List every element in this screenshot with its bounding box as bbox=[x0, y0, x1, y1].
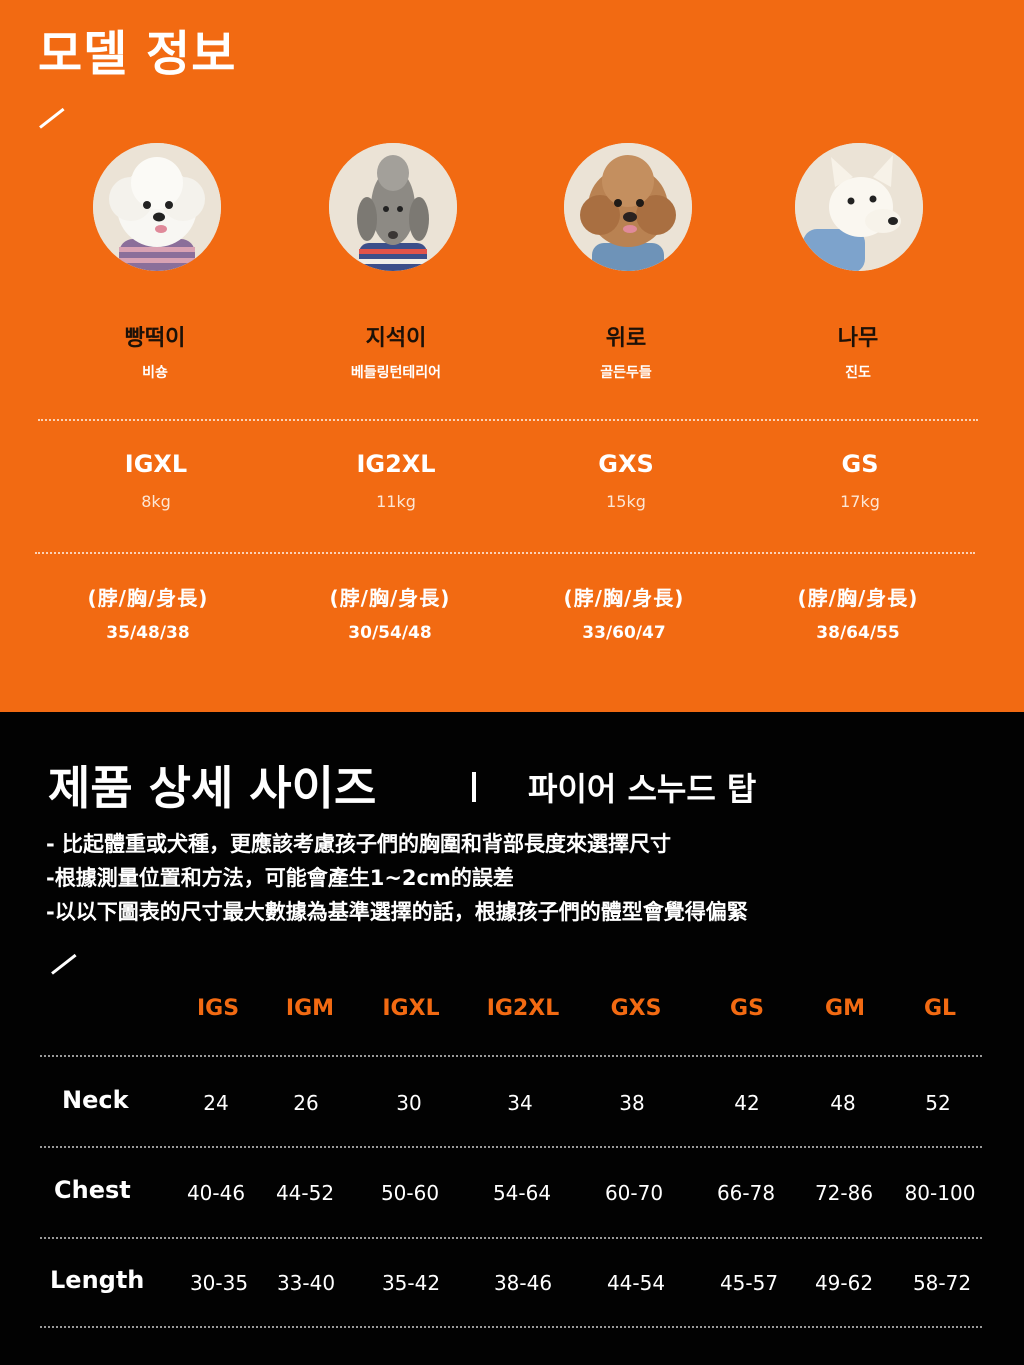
column-header-igxl: IGXL bbox=[382, 996, 440, 1021]
row-label-chest: Chest bbox=[54, 1176, 131, 1204]
measure-label: (脖/胸/身長) bbox=[87, 586, 209, 610]
column-header-gxs: GXS bbox=[610, 996, 662, 1021]
column-header-igs: IGS bbox=[196, 996, 240, 1021]
table-cell: 54-64 bbox=[492, 1181, 552, 1205]
measure-value: 35/48/38 bbox=[106, 623, 190, 643]
table-cell: 34 bbox=[507, 1091, 533, 1115]
model-measure-2: (脖/胸/身長) 30/54/48 bbox=[280, 582, 500, 643]
row-label-length: Length bbox=[50, 1266, 145, 1294]
title-separator bbox=[472, 772, 476, 802]
column-header-igm: IGM bbox=[285, 996, 335, 1021]
measure-label: (脖/胸/身長) bbox=[797, 586, 919, 610]
table-cell: 26 bbox=[293, 1091, 319, 1115]
bedlington-photo-icon bbox=[329, 143, 457, 271]
model-card-3: 위로 골든두들 bbox=[516, 320, 736, 382]
table-cell: 42 bbox=[734, 1091, 760, 1115]
goldendoodle-photo-icon bbox=[564, 143, 692, 271]
model-size: GXS bbox=[598, 450, 654, 478]
column-header-gm: GM bbox=[825, 996, 865, 1021]
table-cell: 30-35 bbox=[189, 1271, 249, 1295]
table-divider bbox=[40, 1326, 982, 1328]
column-header-gs: GS bbox=[730, 996, 764, 1021]
table-cell: 24 bbox=[203, 1091, 229, 1115]
model-measure-4: (脖/胸/身長) 38/64/55 bbox=[748, 582, 968, 643]
bichon-photo-icon bbox=[93, 143, 221, 271]
model-measure-1: (脖/胸/身長) 35/48/38 bbox=[38, 582, 258, 643]
size-note-3: -以以下圖表的尺寸最大數據為基準選擇的話，根據孩子們的體型會覺得偏緊 bbox=[46, 900, 748, 924]
table-cell: 38-46 bbox=[493, 1271, 553, 1295]
model-measure-3: (脖/胸/身長) 33/60/47 bbox=[514, 582, 734, 643]
row-label-neck: Neck bbox=[62, 1086, 129, 1114]
table-cell: 44-52 bbox=[275, 1181, 335, 1205]
measure-label: (脖/胸/身長) bbox=[329, 586, 451, 610]
table-cell: 30 bbox=[396, 1091, 422, 1115]
table-divider bbox=[40, 1146, 982, 1148]
model-breed: 베들링턴테리어 bbox=[350, 365, 442, 381]
column-header-ig2xl: IG2XL bbox=[486, 996, 560, 1021]
size-note-1: - 比起體重或犬種，更應該考慮孩子們的胸圍和背部長度來選擇尺寸 bbox=[46, 832, 672, 856]
size-detail-title: 제품 상세 사이즈 bbox=[48, 761, 377, 815]
model-card-2: 지석이 베들링턴테리어 bbox=[286, 320, 506, 382]
model-weight: 17kg bbox=[840, 492, 880, 511]
model-card-1: 빵떡이 비숑 bbox=[45, 320, 265, 382]
table-divider bbox=[40, 1237, 982, 1239]
model-name: 나무 bbox=[837, 326, 879, 351]
model-size-2: IG2XL 11kg bbox=[286, 450, 506, 511]
table-cell: 52 bbox=[925, 1091, 951, 1115]
model-size-4: GS 17kg bbox=[750, 450, 970, 511]
model-weight: 11kg bbox=[376, 492, 416, 511]
table-cell: 48 bbox=[830, 1091, 856, 1115]
table-cell: 40-46 bbox=[186, 1181, 246, 1205]
table-cell: 60-70 bbox=[604, 1181, 664, 1205]
model-weight: 8kg bbox=[141, 492, 171, 511]
divider bbox=[35, 552, 975, 554]
model-info-section bbox=[0, 0, 1024, 712]
size-detail-section bbox=[0, 712, 1024, 1365]
jindo-photo-icon bbox=[795, 143, 923, 271]
model-size: GS bbox=[841, 450, 879, 478]
table-cell: 50-60 bbox=[380, 1181, 440, 1205]
size-note-2: -根據測量位置和方法，可能會產生1~2cm的誤差 bbox=[46, 866, 514, 890]
table-cell: 45-57 bbox=[719, 1271, 779, 1295]
measure-label: (脖/胸/身長) bbox=[563, 586, 685, 610]
table-cell: 33-40 bbox=[276, 1271, 336, 1295]
model-card-4: 나무 진도 bbox=[748, 320, 968, 382]
table-divider bbox=[40, 1055, 982, 1057]
table-cell: 58-72 bbox=[912, 1271, 972, 1295]
table-cell: 49-62 bbox=[814, 1271, 874, 1295]
model-name: 지석이 bbox=[365, 326, 427, 351]
model-size-3: GXS 15kg bbox=[516, 450, 736, 511]
measure-value: 33/60/47 bbox=[582, 623, 666, 643]
table-cell: 35-42 bbox=[381, 1271, 441, 1295]
column-header-gl: GL bbox=[923, 996, 957, 1021]
measure-value: 30/54/48 bbox=[348, 623, 432, 643]
model-info-title: 모델 정보 bbox=[38, 26, 237, 82]
table-cell: 72-86 bbox=[814, 1181, 874, 1205]
table-cell: 80-100 bbox=[904, 1181, 976, 1205]
model-weight: 15kg bbox=[606, 492, 646, 511]
model-size-1: IGXL 8kg bbox=[46, 450, 266, 511]
model-breed: 비숑 bbox=[142, 365, 168, 381]
model-name: 빵떡이 bbox=[124, 326, 186, 351]
table-cell: 66-78 bbox=[716, 1181, 776, 1205]
table-cell: 44-54 bbox=[606, 1271, 666, 1295]
model-breed: 진도 bbox=[845, 365, 871, 381]
divider bbox=[38, 419, 978, 421]
model-size: IGXL bbox=[124, 450, 188, 478]
table-cell: 38 bbox=[619, 1091, 645, 1115]
model-breed: 골든두들 bbox=[600, 365, 652, 381]
model-size: IG2XL bbox=[356, 450, 436, 478]
model-name: 위로 bbox=[605, 326, 647, 351]
measure-value: 38/64/55 bbox=[816, 623, 900, 643]
product-name: 파이어 스누드 탑 bbox=[528, 770, 757, 808]
